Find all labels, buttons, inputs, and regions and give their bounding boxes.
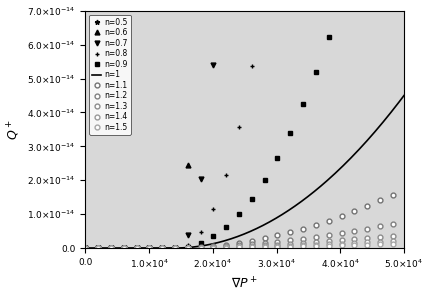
Line: n=0.6: n=0.6 xyxy=(83,0,406,250)
n=1.4 xyxy=(96,246,101,250)
Line: n=1.3: n=1.3 xyxy=(83,232,406,250)
Line: n=1.2: n=1.2 xyxy=(83,219,406,250)
n=0.9 xyxy=(142,246,147,250)
n=1.2 xyxy=(102,246,107,250)
n=1.3 xyxy=(96,246,101,250)
n=1.1 xyxy=(374,200,379,204)
n=0.8 xyxy=(96,246,101,250)
n=0.6 xyxy=(83,246,88,250)
n=1.4 xyxy=(402,239,407,242)
Line: n=1.5: n=1.5 xyxy=(83,241,406,250)
n=1.5 xyxy=(83,246,88,250)
n=0.6 xyxy=(142,246,147,250)
Line: n=1.4: n=1.4 xyxy=(83,238,406,250)
n=1.2 xyxy=(168,246,173,250)
n=0.6 xyxy=(168,246,173,250)
n=1.4 xyxy=(168,246,173,250)
n=1.5 xyxy=(168,246,173,250)
Line: n=1.1: n=1.1 xyxy=(83,187,406,250)
n=1.2 xyxy=(402,220,407,223)
n=1 xyxy=(374,128,379,131)
n=0.8 xyxy=(83,246,88,250)
n=0.7 xyxy=(83,246,88,250)
n=0.7 xyxy=(102,246,107,250)
n=0.8 xyxy=(168,246,173,250)
n=1.4 xyxy=(374,240,379,244)
n=1.3 xyxy=(142,246,147,250)
Line: n=0.9: n=0.9 xyxy=(83,0,406,250)
n=1.1 xyxy=(96,246,101,250)
n=0.5 xyxy=(83,246,88,250)
n=0.9 xyxy=(168,246,173,250)
n=1.5 xyxy=(96,246,101,250)
n=1.2 xyxy=(96,246,101,250)
n=0.7 xyxy=(96,246,101,250)
n=1.5 xyxy=(402,242,407,245)
n=1 xyxy=(402,94,407,97)
n=0.9 xyxy=(102,246,107,250)
n=1 xyxy=(385,114,390,118)
n=1.2 xyxy=(374,225,379,229)
n=0.8 xyxy=(142,246,147,250)
n=1.4 xyxy=(142,246,147,250)
n=1 xyxy=(96,246,101,250)
n=1 xyxy=(83,246,88,250)
n=1.1 xyxy=(385,195,390,199)
n=1.1 xyxy=(142,246,147,250)
n=1.3 xyxy=(385,234,390,238)
n=0.9 xyxy=(83,246,88,250)
n=0.5 xyxy=(142,246,147,250)
n=1.2 xyxy=(83,246,88,250)
n=1.1 xyxy=(102,246,107,250)
n=1.1 xyxy=(402,188,407,191)
n=1.5 xyxy=(385,242,390,246)
n=1.5 xyxy=(142,246,147,250)
n=0.5 xyxy=(102,246,107,250)
X-axis label: $\nabla P^+$: $\nabla P^+$ xyxy=(231,276,258,290)
n=1 xyxy=(168,246,173,250)
n=1.3 xyxy=(83,246,88,250)
n=1.4 xyxy=(385,239,390,243)
n=1.4 xyxy=(83,246,88,250)
n=1.1 xyxy=(83,246,88,250)
Line: n=1: n=1 xyxy=(85,96,404,248)
n=0.8 xyxy=(102,246,107,250)
n=1 xyxy=(102,246,107,250)
n=1.5 xyxy=(374,242,379,246)
n=1.3 xyxy=(168,246,173,250)
n=0.6 xyxy=(102,246,107,250)
n=1.4 xyxy=(102,246,107,250)
Line: n=0.5: n=0.5 xyxy=(83,0,406,250)
Line: n=0.7: n=0.7 xyxy=(83,0,406,250)
n=0.9 xyxy=(96,246,101,250)
n=1.5 xyxy=(102,246,107,250)
n=0.5 xyxy=(96,246,101,250)
n=1.1 xyxy=(168,246,173,250)
n=1.3 xyxy=(374,235,379,239)
n=1.2 xyxy=(385,223,390,226)
Line: n=0.8: n=0.8 xyxy=(83,0,406,250)
n=0.6 xyxy=(96,246,101,250)
n=0.7 xyxy=(168,246,173,250)
n=0.5 xyxy=(168,246,173,250)
n=1 xyxy=(142,246,147,250)
n=1.3 xyxy=(102,246,107,250)
n=1.3 xyxy=(402,233,407,236)
n=0.7 xyxy=(142,246,147,250)
Y-axis label: $Q^+$: $Q^+$ xyxy=(6,119,22,140)
n=1.2 xyxy=(142,246,147,250)
Legend: n=0.5, n=0.6, n=0.7, n=0.8, n=0.9, n=1, n=1.1, n=1.2, n=1.3, n=1.4, n=1.5: n=0.5, n=0.6, n=0.7, n=0.8, n=0.9, n=1, … xyxy=(89,15,131,135)
